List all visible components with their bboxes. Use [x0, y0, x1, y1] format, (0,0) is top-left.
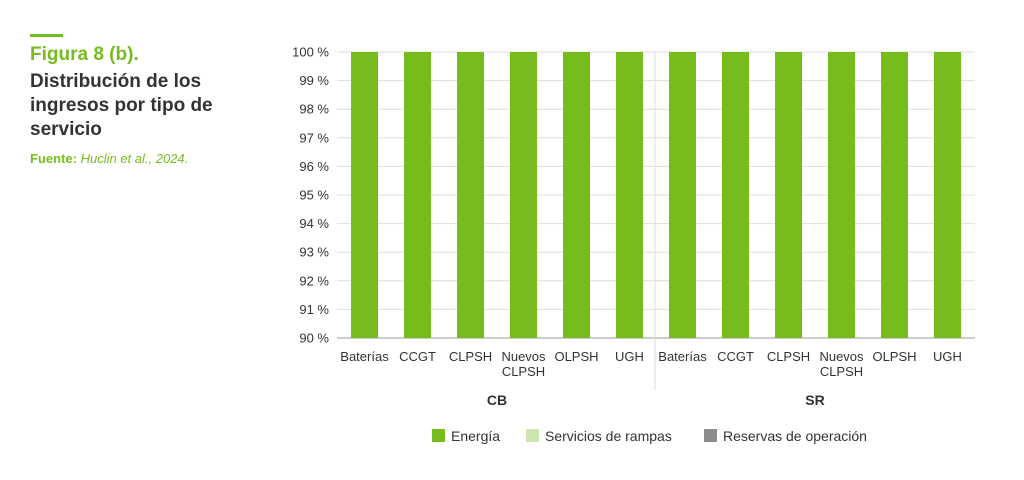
legend-swatch [526, 429, 539, 442]
y-tick-label: 96 % [299, 159, 329, 174]
legend-label: Energía [451, 428, 500, 444]
y-tick-label: 91 % [299, 302, 329, 317]
bar-segment-energia [881, 52, 908, 338]
bar-segment-energia [775, 52, 802, 338]
bar-segment-energia [404, 52, 431, 338]
x-tick-label: CLPSH [767, 349, 810, 364]
source-label: Fuente: [30, 151, 77, 166]
x-tick-label: CCGT [717, 349, 754, 364]
y-tick-label: 93 % [299, 245, 329, 260]
y-tick-label: 95 % [299, 188, 329, 203]
y-tick-label: 100 % [292, 45, 329, 60]
bar-segment-energia [457, 52, 484, 338]
bar-segment-energia [351, 52, 378, 338]
bar-segment-energia [563, 52, 590, 338]
x-tick-label: CLPSH [449, 349, 492, 364]
legend-swatch [704, 429, 717, 442]
source-reference: Huclin et al., 2024. [80, 151, 189, 166]
figure-number: Figura 8 (b). [30, 44, 139, 65]
y-tick-label: 90 % [299, 331, 329, 346]
x-tick-label: CCGT [399, 349, 436, 364]
x-tick-label: Nuevos [819, 349, 864, 364]
x-tick-label: Nuevos [501, 349, 546, 364]
legend-swatch [432, 429, 445, 442]
y-tick-label: 94 % [299, 216, 329, 231]
y-tick-label: 98 % [299, 102, 329, 117]
bar-segment-energia [934, 52, 961, 338]
x-tick-label: OLPSH [554, 349, 598, 364]
x-tick-label: CLPSH [820, 364, 863, 379]
y-tick-label: 92 % [299, 273, 329, 288]
x-tick-label: CLPSH [502, 364, 545, 379]
x-tick-label: Baterías [340, 349, 389, 364]
x-tick-label: UGH [933, 349, 962, 364]
x-tick-label: UGH [615, 349, 644, 364]
x-tick-label: Baterías [658, 349, 707, 364]
y-tick-label: 99 % [299, 73, 329, 88]
legend-label: Reservas de operación [723, 428, 867, 444]
x-tick-label: OLPSH [872, 349, 916, 364]
bar-segment-energia [510, 52, 537, 338]
group-label: SR [805, 392, 824, 408]
bar-segment-energia [669, 52, 696, 338]
bar-segment-energia [616, 52, 643, 338]
legend-label: Servicios de rampas [545, 428, 672, 444]
y-tick-label: 97 % [299, 130, 329, 145]
bar-segment-energia [722, 52, 749, 338]
title-accent-line [30, 34, 63, 37]
group-label: CB [487, 392, 507, 408]
figure-title: Distribución de los ingresos por tipo de… [30, 71, 213, 140]
figure-source: Fuente: Huclin et al., 2024. [30, 151, 188, 166]
bar-segment-energia [828, 52, 855, 338]
